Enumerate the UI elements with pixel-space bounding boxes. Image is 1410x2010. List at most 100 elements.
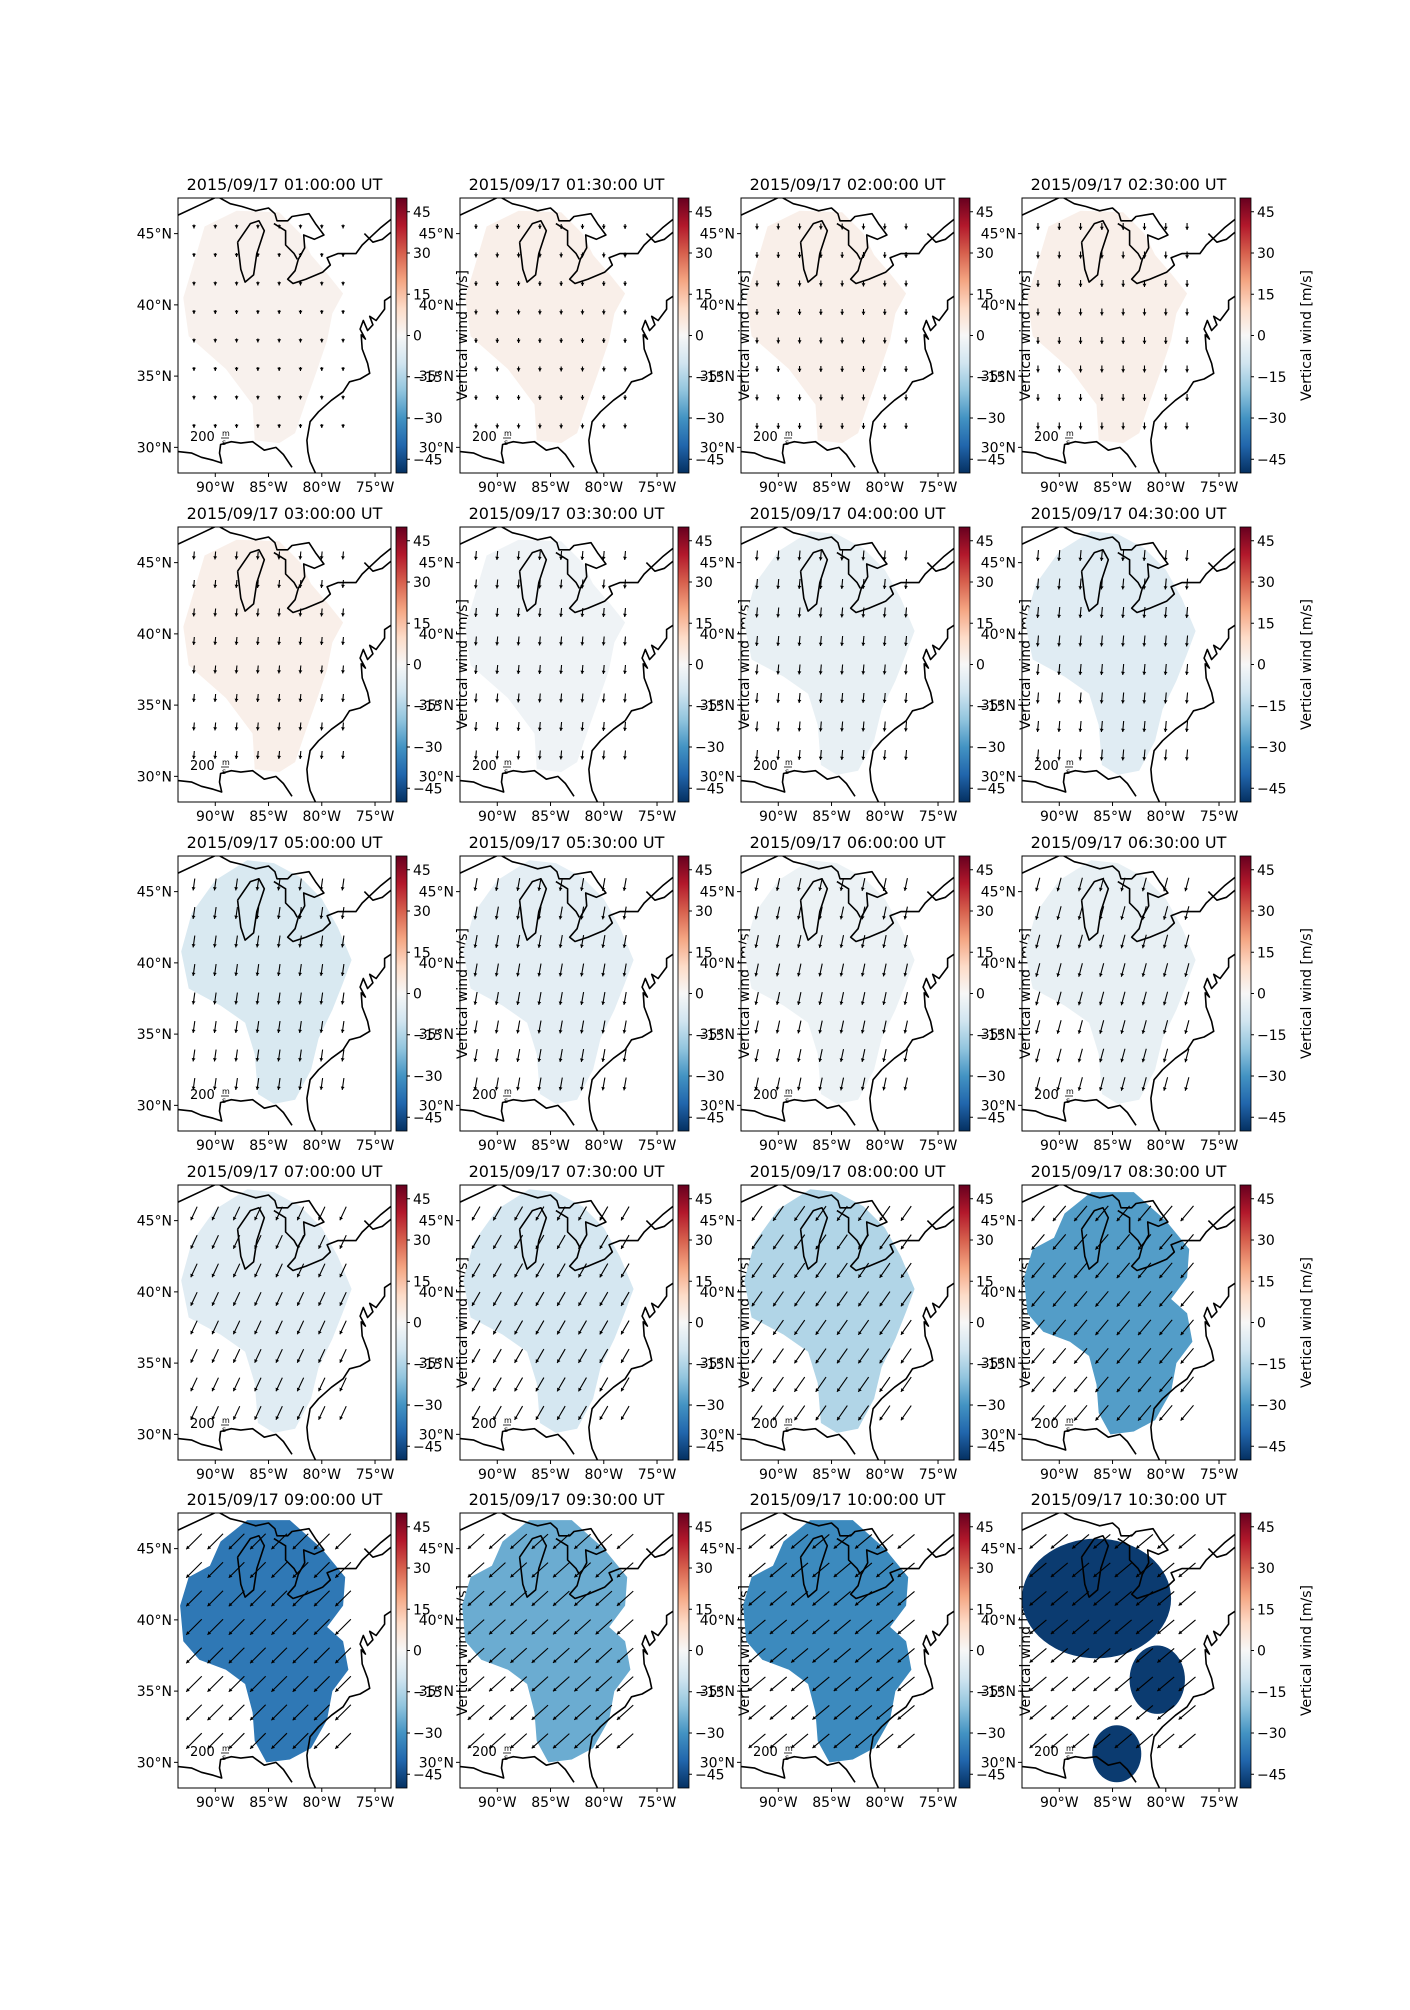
wind-arrow — [1120, 906, 1126, 920]
panel-title: 2015/09/17 10:30:00 UT — [1031, 1490, 1227, 1509]
wind-arrow — [818, 635, 823, 647]
map-frame — [740, 1512, 955, 1789]
wind-arrow — [191, 906, 196, 920]
wind-arrow — [341, 252, 345, 257]
colorbar-tick-label: 0 — [695, 658, 704, 674]
wind-arrow — [1184, 1077, 1190, 1091]
wind-arrow — [900, 1205, 912, 1222]
wind-arrow — [751, 1234, 763, 1250]
wind-arrow — [839, 1049, 845, 1062]
wind-arrow — [234, 579, 239, 589]
wind-arrow — [754, 1020, 759, 1034]
wind-arrow — [755, 365, 759, 372]
wind-arrow — [1158, 1319, 1173, 1336]
wind-arrow — [341, 636, 345, 646]
wind-arrow — [255, 1020, 260, 1034]
wind-arrow — [510, 1733, 528, 1749]
colorbar-tick-label: 15 — [976, 1602, 994, 1618]
quiver-key-unit-numerator: m — [504, 1744, 512, 1753]
wind-arrow — [812, 1733, 830, 1749]
map-frame — [177, 855, 392, 1132]
vertical-wind-region — [1024, 1192, 1193, 1435]
coastline — [588, 624, 673, 802]
wind-arrow — [1078, 336, 1083, 344]
coastline — [306, 624, 391, 802]
wind-arrow — [1078, 365, 1083, 373]
colorbar-tick-label: 45 — [976, 1520, 994, 1536]
map-frame — [459, 1184, 674, 1461]
wind-arrow — [232, 1377, 241, 1392]
wind-arrow — [897, 1562, 915, 1578]
wind-arrow — [1142, 749, 1147, 761]
wind-arrow — [191, 992, 196, 1005]
wind-arrow — [213, 338, 218, 343]
wind-arrow — [488, 1676, 506, 1692]
wind-arrow — [815, 1234, 827, 1250]
longitude-tick-label: 80°W — [584, 1138, 623, 1154]
wind-arrow — [339, 1291, 347, 1307]
wind-arrow — [776, 223, 781, 230]
wind-arrow — [228, 1732, 245, 1750]
map-frame — [1021, 1512, 1236, 1789]
wind-arrow — [319, 224, 324, 229]
colorbar-tick-label: 30 — [1257, 1233, 1275, 1249]
wind-arrow — [1184, 934, 1190, 949]
map-frame — [740, 1184, 955, 1461]
wind-arrow — [537, 252, 542, 258]
longitude-tick-label: 85°W — [812, 480, 851, 496]
wind-arrow — [1184, 606, 1189, 619]
coastline — [518, 1207, 548, 1270]
wind-arrow — [818, 550, 823, 561]
coastline — [836, 1537, 861, 1575]
wind-arrow — [296, 1206, 305, 1221]
latitude-tick-label: 30°N — [419, 1098, 454, 1114]
wind-arrow — [1121, 308, 1126, 316]
coastline — [306, 953, 391, 1131]
colorbar-tick-label: −30 — [976, 411, 1006, 427]
wind-arrow — [836, 1291, 848, 1307]
coastline — [1022, 440, 1137, 468]
longitude-tick-label: 85°W — [531, 1467, 570, 1483]
wind-arrow — [211, 1320, 219, 1335]
wind-arrow — [1078, 663, 1083, 676]
wind-arrow — [882, 394, 887, 401]
wind-arrow — [797, 992, 802, 1005]
longitude-tick-label: 75°W — [919, 1138, 958, 1154]
wind-arrow — [904, 394, 908, 401]
wind-arrow — [211, 1377, 219, 1392]
wind-arrow — [207, 1590, 224, 1607]
longitude-tick-label: 90°W — [478, 480, 517, 496]
longitude-tick-label: 75°W — [1200, 809, 1239, 825]
wind-arrow — [623, 664, 627, 675]
wind-arrow — [1137, 1233, 1152, 1251]
wind-arrow — [797, 308, 802, 315]
longitude-tick-label: 80°W — [584, 1795, 623, 1811]
wind-arrow — [1050, 1704, 1069, 1720]
wind-arrow — [298, 338, 303, 343]
longitude-tick-label: 80°W — [584, 809, 623, 825]
wind-arrow — [882, 337, 887, 344]
wind-arrow — [556, 1291, 566, 1307]
wind-arrow — [473, 693, 478, 703]
longitude-tick-label: 75°W — [919, 480, 958, 496]
wind-arrow — [622, 991, 627, 1005]
wind-arrow — [595, 1533, 613, 1550]
wind-arrow — [537, 309, 542, 315]
wind-arrow — [495, 636, 500, 646]
colorbar-tick-label: −30 — [976, 740, 1006, 756]
wind-arrow — [1162, 991, 1169, 1006]
wind-arrow — [904, 308, 908, 315]
wind-arrow — [854, 1619, 873, 1635]
wind-arrow — [255, 338, 260, 343]
wind-arrow — [840, 308, 845, 315]
wind-arrow — [580, 693, 585, 703]
coastline — [273, 880, 298, 918]
wind-arrow — [900, 1348, 912, 1364]
wind-arrow — [1135, 1647, 1154, 1663]
wind-arrow — [495, 750, 500, 760]
quiver-key-unit-numerator: m — [222, 1087, 230, 1096]
coastline — [645, 1218, 673, 1230]
wind-arrow — [882, 607, 887, 618]
